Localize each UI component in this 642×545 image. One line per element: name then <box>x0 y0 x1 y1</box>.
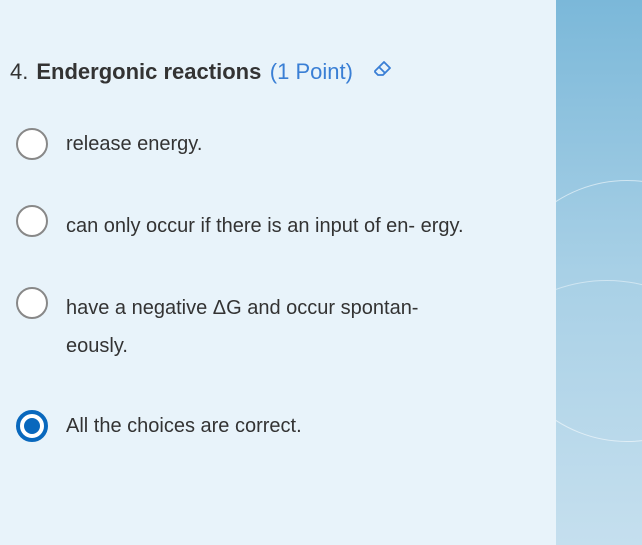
radio-button[interactable] <box>16 287 48 319</box>
options-container: release energy. can only occur if there … <box>10 125 536 445</box>
option-row-0[interactable]: release energy. <box>16 125 536 163</box>
radio-button[interactable] <box>16 410 48 442</box>
radio-inner <box>24 418 40 434</box>
question-title-wrap: Endergonic reactions (1 Point) <box>36 59 353 85</box>
question-header: 4. Endergonic reactions (1 Point) <box>10 55 536 85</box>
radio-button[interactable] <box>16 128 48 160</box>
option-label: can only occur if there is an input of e… <box>66 205 464 245</box>
eraser-icon[interactable] <box>371 55 395 79</box>
question-number: 4. <box>10 59 28 85</box>
question-title: Endergonic reactions <box>36 59 261 84</box>
option-row-1[interactable]: can only occur if there is an input of e… <box>16 205 536 245</box>
option-label: release energy. <box>66 125 202 163</box>
option-row-3[interactable]: All the choices are correct. <box>16 407 536 445</box>
question-panel: 4. Endergonic reactions (1 Point) releas… <box>0 0 556 545</box>
side-decorative-panel <box>556 0 642 545</box>
radio-button[interactable] <box>16 205 48 237</box>
option-label: have a negative ΔG and occur spontan- eo… <box>66 287 466 365</box>
question-points: (1 Point) <box>270 59 353 84</box>
option-row-2[interactable]: have a negative ΔG and occur spontan- eo… <box>16 287 536 365</box>
option-label: All the choices are correct. <box>66 407 302 445</box>
